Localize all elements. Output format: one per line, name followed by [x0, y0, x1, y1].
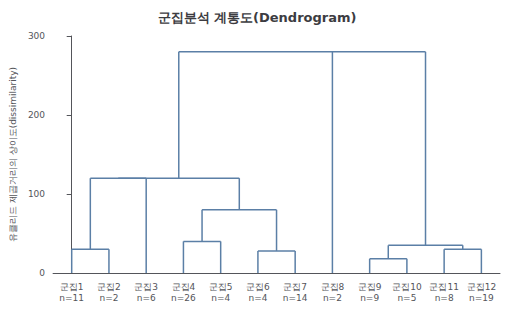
svg-text:군집6: 군집6 — [246, 282, 270, 292]
svg-text:n=5: n=5 — [397, 293, 416, 303]
svg-text:n=26: n=26 — [171, 293, 196, 303]
svg-text:n=8: n=8 — [435, 293, 454, 303]
svg-text:군집10: 군집10 — [392, 282, 422, 292]
svg-text:n=9: n=9 — [360, 293, 379, 303]
svg-text:군집8: 군집8 — [321, 282, 345, 292]
svg-text:n=6: n=6 — [137, 293, 156, 303]
svg-text:군집7: 군집7 — [283, 282, 307, 292]
svg-text:군집분석 계통도(Dendrogram): 군집분석 계통도(Dendrogram) — [158, 10, 357, 25]
svg-text:n=4: n=4 — [248, 293, 267, 303]
svg-text:n=2: n=2 — [99, 293, 118, 303]
svg-text:군집3: 군집3 — [134, 282, 158, 292]
svg-text:군집12: 군집12 — [467, 282, 496, 292]
svg-text:n=4: n=4 — [211, 293, 230, 303]
svg-text:0: 0 — [39, 268, 45, 278]
svg-text:군집5: 군집5 — [209, 282, 233, 292]
svg-text:군집1: 군집1 — [60, 282, 84, 292]
svg-text:군집2: 군집2 — [97, 282, 121, 292]
svg-text:n=19: n=19 — [469, 293, 494, 303]
svg-text:100: 100 — [28, 189, 45, 199]
svg-text:200: 200 — [28, 110, 45, 120]
svg-text:300: 300 — [28, 31, 45, 41]
svg-text:군집11: 군집11 — [429, 282, 458, 292]
svg-text:군집9: 군집9 — [358, 282, 382, 292]
svg-text:n=11: n=11 — [59, 293, 84, 303]
svg-text:군집4: 군집4 — [172, 282, 196, 292]
svg-text:n=14: n=14 — [283, 293, 308, 303]
svg-text:유클리드 제곱거리의 상이도(dissimilarity): 유클리드 제곱거리의 상이도(dissimilarity) — [8, 67, 18, 242]
svg-text:n=2: n=2 — [323, 293, 342, 303]
